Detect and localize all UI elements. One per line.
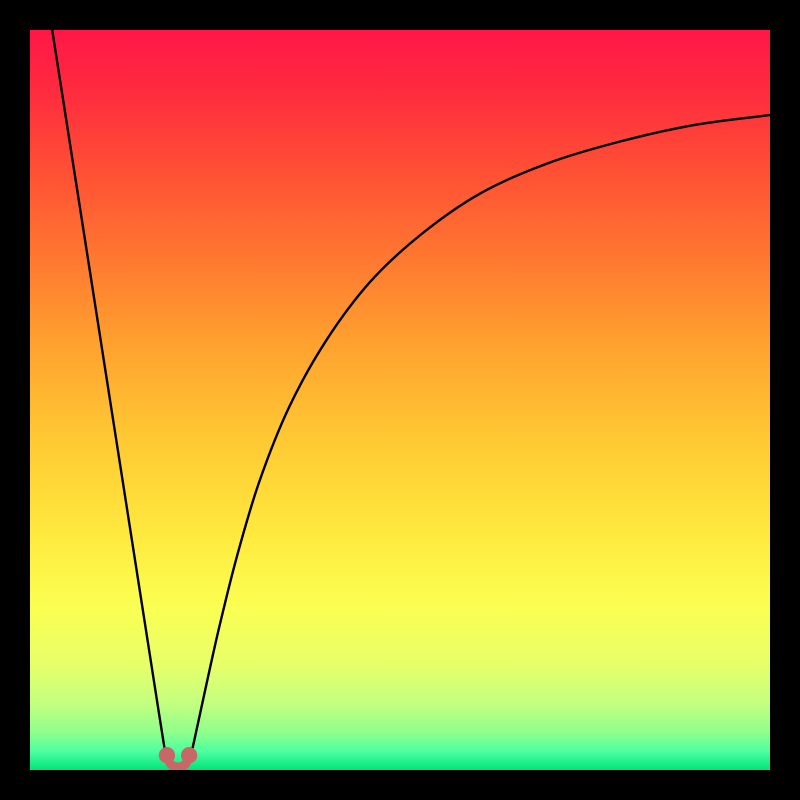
right-curve	[189, 115, 770, 763]
plot-area: TheBottlenecker.com	[30, 30, 770, 770]
valley-dot-left	[159, 747, 175, 763]
chart-frame: TheBottlenecker.com	[0, 0, 800, 800]
left-curve	[52, 30, 167, 763]
valley-dot-right	[181, 747, 197, 763]
curve-layer	[30, 30, 770, 770]
